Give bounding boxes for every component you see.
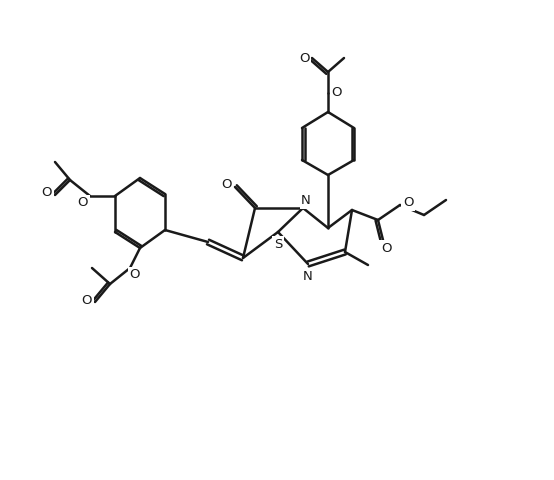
Text: N: N (301, 194, 311, 207)
Text: O: O (403, 196, 413, 209)
Text: S: S (274, 238, 282, 251)
Text: O: O (78, 196, 88, 209)
Text: O: O (130, 268, 140, 281)
Text: O: O (332, 85, 342, 98)
Text: O: O (220, 179, 231, 192)
Text: O: O (299, 51, 309, 64)
Text: O: O (381, 241, 391, 254)
Text: O: O (42, 187, 52, 200)
Text: O: O (82, 293, 93, 307)
Text: N: N (303, 271, 313, 284)
